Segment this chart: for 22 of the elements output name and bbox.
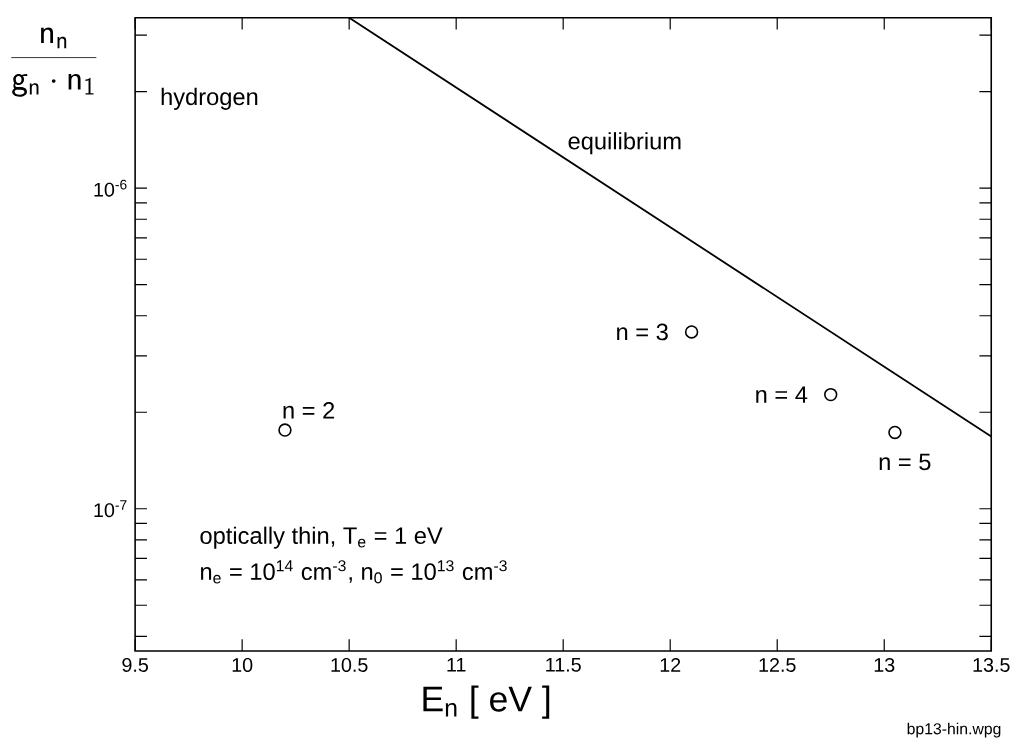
y-axis-title: $\frac{\mathsf{n}_\mathsf{n}}{\mathsf{g}_\mathsf{n}\cdot\mathsf{n}_\mathsf{1}}$ — [11, 27, 97, 97]
annotation: n = 5 — [879, 453, 931, 471]
x-tick-label: 10.5 — [331, 657, 368, 672]
annotation: n = 3 — [617, 323, 668, 341]
x-tick-label: 12 — [660, 657, 681, 672]
text: bp13-hin.wpg — [907, 722, 1001, 738]
x-tick-label: 12.5 — [759, 657, 796, 672]
y-tick-label: 10$^{-7}$ — [94, 500, 127, 518]
x-tick-label: 9.5 — [122, 657, 149, 672]
text: n$_{e}$ = 10$^{14}$ cm$^{-3}$, n$_{0}$ = 10$^{13}$ cm$^{-3}$ — [201, 560, 507, 584]
x-tick-label: 11 — [447, 657, 466, 672]
x-axis-title: E$_{n}$ [ eV ] — [423, 685, 550, 719]
x-tick-label: 13.5 — [973, 657, 1010, 672]
x-tick-label: 10 — [232, 657, 253, 672]
y-tick-label: 10$^{-6}$ — [94, 179, 127, 197]
annotation: n = 2 — [283, 402, 335, 419]
annotation: hydrogen — [161, 87, 258, 110]
x-tick-label: 13 — [874, 657, 895, 672]
series-label: equilibrium — [568, 132, 681, 155]
x-tick-label: 11.5 — [546, 657, 581, 672]
annotation: optically thin, T$_{e}$ = 1 eV — [200, 526, 443, 549]
annotation: n = 4 — [756, 386, 808, 403]
